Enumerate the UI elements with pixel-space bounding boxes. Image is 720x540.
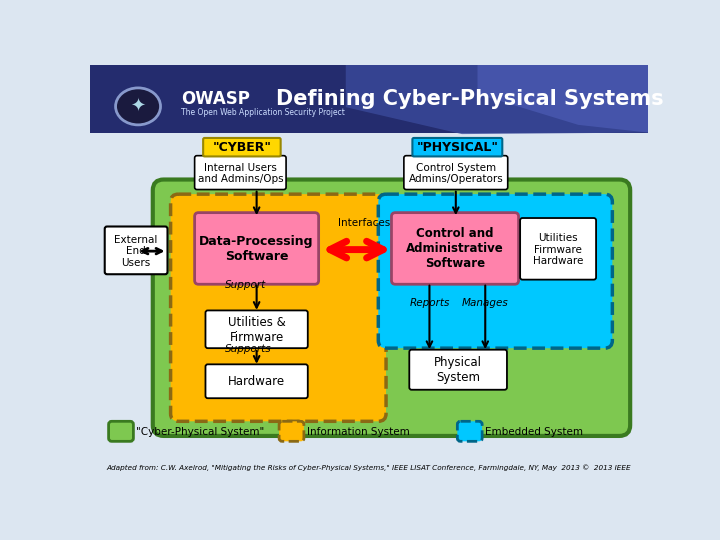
FancyBboxPatch shape <box>104 226 168 274</box>
Text: Data-Processing
Software: Data-Processing Software <box>199 235 314 263</box>
Text: "Cyber-Physical System": "Cyber-Physical System" <box>137 427 265 437</box>
Polygon shape <box>477 65 648 132</box>
Text: Support: Support <box>225 280 266 290</box>
Ellipse shape <box>116 88 161 125</box>
Polygon shape <box>346 65 648 134</box>
Text: Information System: Information System <box>307 427 410 437</box>
FancyBboxPatch shape <box>171 194 386 421</box>
Text: Control System
Admins/Operators: Control System Admins/Operators <box>408 163 503 184</box>
Text: External
End
Users: External End Users <box>114 234 158 268</box>
Text: The Open Web Application Security Project: The Open Web Application Security Projec… <box>181 108 346 117</box>
Text: Physical
System: Physical System <box>434 356 482 384</box>
FancyBboxPatch shape <box>457 421 482 441</box>
Text: Control and
Administrative
Software: Control and Administrative Software <box>406 227 504 271</box>
FancyBboxPatch shape <box>392 213 518 284</box>
Text: "PHYSICAL": "PHYSICAL" <box>416 141 498 154</box>
Text: Supports: Supports <box>225 344 271 354</box>
Polygon shape <box>90 65 648 132</box>
Text: Manages: Manages <box>462 298 508 308</box>
FancyBboxPatch shape <box>205 364 307 398</box>
FancyBboxPatch shape <box>205 310 307 348</box>
Text: Utilities
Firmware
Hardware: Utilities Firmware Hardware <box>533 233 583 266</box>
FancyBboxPatch shape <box>153 179 630 436</box>
Text: Hardware: Hardware <box>228 375 285 388</box>
FancyBboxPatch shape <box>109 421 133 441</box>
Text: Internal Users
and Admins/Ops: Internal Users and Admins/Ops <box>197 163 283 184</box>
Text: "CYBER": "CYBER" <box>212 141 271 154</box>
FancyBboxPatch shape <box>203 138 281 157</box>
FancyBboxPatch shape <box>520 218 596 280</box>
Text: Reports: Reports <box>409 298 449 308</box>
Text: Embedded System: Embedded System <box>485 427 583 437</box>
FancyBboxPatch shape <box>194 156 286 190</box>
Text: ✦: ✦ <box>130 97 145 116</box>
Text: Interfaces: Interfaces <box>338 218 390 228</box>
FancyBboxPatch shape <box>378 194 612 348</box>
FancyBboxPatch shape <box>194 213 319 284</box>
Text: Defining Cyber-Physical Systems: Defining Cyber-Physical Systems <box>276 89 664 109</box>
FancyBboxPatch shape <box>404 156 508 190</box>
FancyBboxPatch shape <box>413 138 503 157</box>
FancyBboxPatch shape <box>279 421 304 441</box>
Text: OWASP: OWASP <box>181 90 251 109</box>
Text: Utilities &
Firmware: Utilities & Firmware <box>228 316 286 343</box>
FancyBboxPatch shape <box>409 350 507 390</box>
Text: Adapted from: C.W. Axelrod, "Mitigating the Risks of Cyber-Physical Systems," IE: Adapted from: C.W. Axelrod, "Mitigating … <box>107 464 631 471</box>
